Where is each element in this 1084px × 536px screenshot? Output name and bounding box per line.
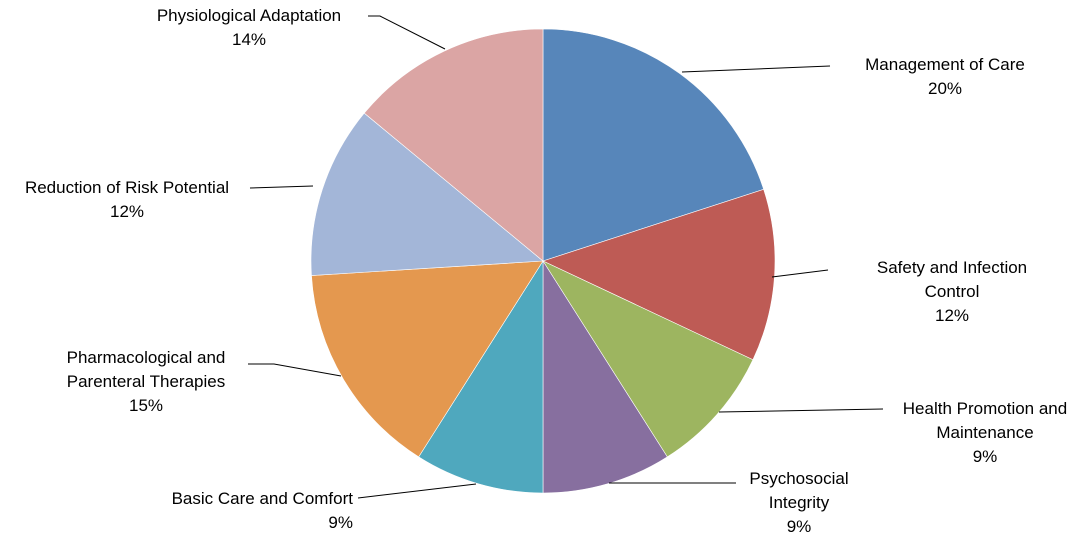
slice-label-pharmacological-and-parenteral-therapies: Pharmacological and Parenteral Therapies 1… bbox=[67, 348, 226, 415]
slice-label-health-promotion-and-maintenance: Health Promotion and Maintenance 9% bbox=[903, 399, 1067, 466]
slice-label-safety-and-infection-control: Safety and Infection Control 12% bbox=[877, 258, 1027, 325]
slice-value-label: 12% bbox=[935, 306, 969, 325]
slice-name-line: Safety and Infection bbox=[877, 258, 1027, 277]
slice-value-label: 20% bbox=[928, 79, 962, 98]
leader-line-basic-care-and-comfort bbox=[357, 483, 477, 499]
slice-value-label: 12% bbox=[110, 202, 144, 221]
slice-label-physiological-adaptation: Physiological Adaptation 14% bbox=[157, 6, 341, 49]
slice-name-line: Control bbox=[925, 282, 980, 301]
pie-slice-physiological-adaptation bbox=[363, 28, 544, 262]
slice-value-label: 9% bbox=[328, 513, 353, 532]
leader-line-reduction-of-risk-potential bbox=[249, 185, 314, 189]
pie-slice-reduction-of-risk-potential bbox=[310, 112, 544, 276]
slice-name-line: Management of Care bbox=[865, 55, 1025, 74]
slice-label-psychosocial-integrity: Psychosocial Integrity 9% bbox=[749, 469, 848, 536]
slice-name-line: Pharmacological and bbox=[67, 348, 226, 367]
pie-slices bbox=[310, 28, 776, 494]
slice-value-label: 15% bbox=[129, 396, 163, 415]
leader-line-pharmacological-and-parenteral-therapies bbox=[248, 363, 342, 377]
slice-labels: Management of Care 20% Safety and Infectio… bbox=[25, 6, 1067, 536]
pie-slice-basic-care-and-comfort bbox=[418, 259, 544, 494]
slice-label-basic-care-and-comfort: Basic Care and Comfort 9% bbox=[172, 489, 354, 532]
slice-label-management-of-care: Management of Care 20% bbox=[865, 55, 1025, 98]
pie-slice-management-of-care bbox=[542, 28, 765, 262]
slice-value-label: 9% bbox=[787, 517, 812, 536]
slice-name-line: Maintenance bbox=[936, 423, 1033, 442]
leader-line-health-promotion-and-maintenance bbox=[718, 408, 884, 413]
slice-name-line: Parenteral Therapies bbox=[67, 372, 225, 391]
pie-slice-pharmacological-and-parenteral-therapies bbox=[311, 260, 544, 458]
slice-value-label: 14% bbox=[232, 30, 266, 49]
pie-slice-safety-and-infection-control bbox=[542, 188, 776, 361]
slice-label-reduction-of-risk-potential: Reduction of Risk Potential 12% bbox=[25, 178, 229, 221]
slice-name-line: Psychosocial bbox=[749, 469, 848, 488]
slice-name-line: Reduction of Risk Potential bbox=[25, 178, 229, 197]
slice-name-line: Physiological Adaptation bbox=[157, 6, 341, 25]
leader-line-physiological-adaptation bbox=[368, 15, 446, 50]
slice-name-line: Integrity bbox=[769, 493, 830, 512]
slice-name-line: Health Promotion and bbox=[903, 399, 1067, 418]
leader-line-management-of-care bbox=[681, 65, 831, 73]
leader-lines bbox=[248, 15, 884, 499]
pie-slice-psychosocial-integrity bbox=[542, 259, 668, 494]
pie-slice-health-promotion-and-maintenance bbox=[542, 260, 754, 458]
slice-name-line: Basic Care and Comfort bbox=[172, 489, 354, 508]
leader-line-safety-and-infection-control bbox=[771, 269, 829, 278]
slice-value-label: 9% bbox=[973, 447, 998, 466]
